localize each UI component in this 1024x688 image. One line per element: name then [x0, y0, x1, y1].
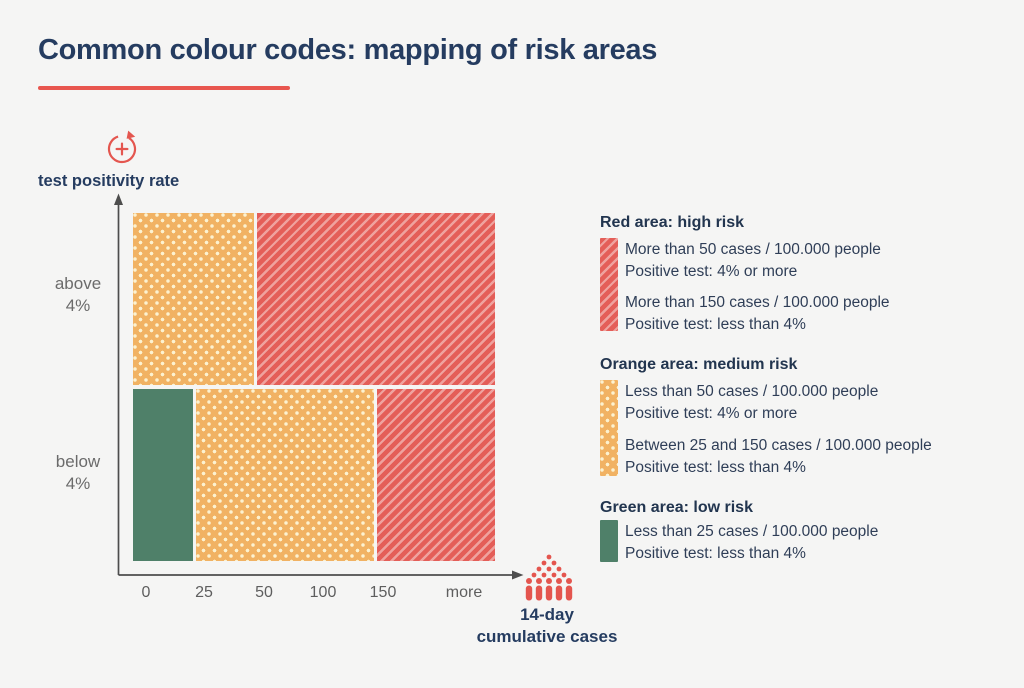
title-underline: [38, 86, 290, 90]
x-tick-25: 25: [195, 584, 213, 601]
y-tick-below-line1: below: [55, 452, 101, 471]
legend-header-orange: Orange area: medium risk: [600, 356, 798, 373]
legend-swatch-green: [600, 520, 618, 562]
legend-red-entry2-line2: Positive test: less than 4%: [625, 316, 806, 333]
crowd-icon: [525, 554, 573, 601]
legend-green-entry1-line1: Less than 25 cases / 100.000 people: [625, 523, 879, 540]
legend-orange-entry2-line1: Between 25 and 150 cases / 100.000 peopl…: [625, 437, 932, 454]
legend-entry: Less than 25 cases / 100.000 people Posi…: [625, 521, 878, 565]
legend-orange-entry1-line1: Less than 50 cases / 100.000 people: [625, 383, 879, 400]
x-tick-more: more: [445, 584, 483, 601]
legend-orange-entry2-line2: Positive test: less than 4%: [625, 459, 806, 476]
chart-region-below4-low-green: [133, 389, 193, 561]
y-tick-above-line1: above: [54, 274, 102, 293]
legend-red-entry1-line1: More than 50 cases / 100.000 people: [625, 241, 881, 258]
legend-green-entry1-line2: Positive test: less than 4%: [625, 545, 806, 562]
y-axis-label: test positivity rate: [38, 172, 180, 190]
legend-entry: Between 25 and 150 cases / 100.000 peopl…: [625, 435, 932, 479]
legend-entry: Less than 50 cases / 100.000 people Posi…: [625, 381, 878, 425]
x-axis-label: 14-day cumulative cases: [465, 604, 629, 648]
x-tick-50: 50: [255, 584, 273, 601]
x-axis-label-line2: cumulative cases: [476, 627, 618, 646]
legend-orange-entry1-line2: Positive test: 4% or more: [625, 405, 798, 422]
legend-swatch-red: [600, 238, 618, 331]
x-axis-label-line1: 14-day: [520, 605, 574, 624]
chart-region-above4-high-red: [257, 213, 495, 385]
y-tick-above-4: above 4%: [33, 273, 123, 317]
x-tick-0: 0: [141, 584, 151, 601]
x-tick-150: 150: [369, 584, 397, 601]
axes: [114, 193, 524, 580]
legend-swatch-orange: [600, 380, 618, 476]
legend-entry: More than 50 cases / 100.000 people Posi…: [625, 239, 881, 283]
legend-red-entry1-line2: Positive test: 4% or more: [625, 263, 798, 280]
refresh-plus-icon: [107, 130, 137, 164]
y-tick-below-4: below 4%: [33, 451, 123, 495]
chart-region-below4-medium-orange: [196, 389, 374, 561]
chart-region-above4-medium-orange: [133, 213, 254, 385]
legend-red-entry2-line1: More than 150 cases / 100.000 people: [625, 294, 890, 311]
chart-region-below4-high-red: [377, 389, 495, 561]
legend-entry: More than 150 cases / 100.000 people Pos…: [625, 292, 890, 336]
y-tick-below-line2: 4%: [65, 474, 91, 493]
x-tick-100: 100: [309, 584, 337, 601]
page-title: Common colour codes: mapping of risk are…: [38, 34, 658, 66]
y-tick-above-line2: 4%: [65, 296, 91, 315]
legend-header-green: Green area: low risk: [600, 499, 753, 516]
legend-header-red: Red area: high risk: [600, 214, 745, 231]
